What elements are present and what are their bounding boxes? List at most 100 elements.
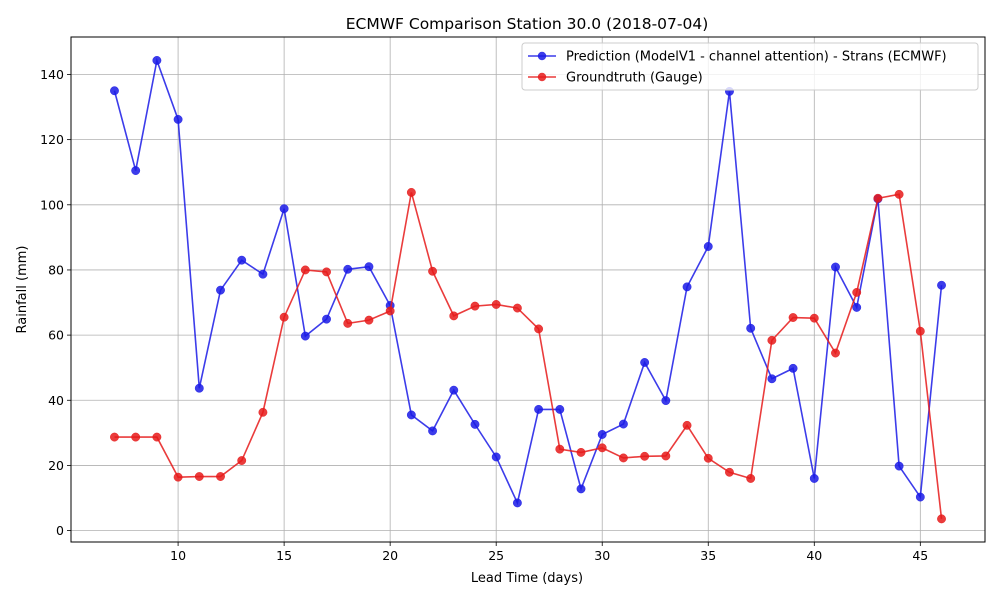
- data-point: [852, 302, 862, 312]
- data-point: [915, 492, 925, 502]
- data-point: [173, 114, 183, 124]
- data-point: [449, 385, 459, 395]
- x-tick-label: 35: [700, 548, 716, 563]
- data-point: [576, 484, 586, 494]
- series-layer: [110, 56, 946, 524]
- x-tick-label: 25: [488, 548, 504, 563]
- data-point: [428, 266, 438, 276]
- data-point: [915, 326, 925, 336]
- data-point: [618, 419, 628, 429]
- data-point: [491, 300, 501, 309]
- series-groundtruth: [110, 187, 946, 524]
- legend: Prediction (ModelV1 - channel attention)…: [521, 42, 979, 91]
- y-tick-label: 20: [48, 458, 64, 473]
- data-point: [809, 313, 819, 323]
- data-point: [746, 474, 756, 483]
- data-point: [428, 426, 438, 436]
- data-point: [576, 447, 586, 457]
- data-point: [406, 187, 416, 197]
- data-point: [110, 432, 119, 442]
- data-point: [364, 315, 374, 325]
- y-tick-label: 60: [48, 328, 64, 343]
- legend-marker-groundtruth: [537, 72, 547, 82]
- x-tick-label: 10: [170, 548, 186, 563]
- y-tick-label: 140: [40, 67, 64, 82]
- data-point: [131, 432, 141, 442]
- data-point: [470, 301, 480, 311]
- data-point: [703, 242, 713, 251]
- legend-label-groundtruth: Groundtruth (Gauge): [566, 71, 703, 86]
- y-axis-label: Rainfall (mm): [15, 246, 30, 334]
- data-point: [512, 498, 522, 508]
- data-point: [258, 407, 268, 417]
- y-tick-label: 40: [48, 393, 64, 408]
- y-tick-label: 100: [40, 197, 64, 212]
- data-point: [852, 287, 862, 297]
- data-point: [110, 86, 119, 96]
- y-axis-ticks: 0 20 40 60 80 100 120 140: [40, 67, 71, 538]
- x-tick-label: 45: [912, 548, 928, 563]
- data-point: [534, 404, 544, 414]
- x-tick-label: 40: [806, 548, 822, 563]
- data-point: [831, 348, 840, 358]
- data-point: [322, 267, 331, 277]
- data-point: [406, 410, 416, 420]
- data-point: [364, 262, 374, 272]
- data-point: [767, 374, 777, 384]
- x-tick-label: 30: [594, 548, 610, 563]
- x-tick-label: 15: [276, 548, 292, 563]
- data-point: [279, 312, 289, 322]
- data-point: [788, 363, 798, 373]
- data-point: [937, 280, 946, 290]
- data-point: [661, 396, 671, 406]
- data-point: [216, 285, 225, 295]
- data-point: [343, 264, 353, 274]
- data-point: [470, 419, 480, 429]
- data-point: [237, 456, 247, 465]
- data-point: [173, 472, 183, 482]
- data-point: [258, 269, 268, 279]
- series-prediction: [110, 56, 946, 508]
- data-point: [131, 166, 141, 176]
- data-point: [152, 56, 162, 65]
- data-point: [788, 313, 798, 322]
- legend-marker-prediction: [537, 51, 547, 61]
- data-point: [322, 314, 331, 324]
- data-point: [640, 358, 650, 367]
- data-point: [894, 461, 904, 471]
- data-point: [555, 444, 565, 454]
- data-point: [682, 282, 692, 292]
- data-point: [618, 453, 628, 463]
- data-point: [746, 323, 756, 333]
- plot-frame: [70, 36, 986, 543]
- data-point: [661, 451, 671, 461]
- data-point: [937, 514, 946, 524]
- data-point: [449, 311, 459, 321]
- y-tick-label: 120: [40, 132, 64, 147]
- data-point: [152, 432, 162, 442]
- y-tick-label: 80: [48, 262, 64, 277]
- data-point: [894, 189, 904, 199]
- data-point: [831, 262, 840, 272]
- y-tick-label: 0: [56, 523, 64, 538]
- data-point: [385, 306, 395, 316]
- x-axis-ticks: 10 15 20 25 30 35 40 45: [170, 542, 928, 563]
- data-point: [194, 472, 204, 481]
- data-point: [194, 383, 204, 393]
- data-point: [597, 430, 607, 439]
- data-point: [300, 331, 310, 341]
- series-line: [114, 192, 943, 519]
- legend-box: [521, 42, 979, 91]
- data-point: [555, 404, 565, 414]
- data-point: [725, 467, 734, 477]
- data-point: [300, 265, 310, 275]
- data-point: [597, 443, 607, 453]
- data-point: [237, 255, 247, 265]
- x-axis-label: Lead Time (days): [471, 571, 583, 586]
- data-point: [216, 472, 225, 481]
- legend-label-prediction: Prediction (ModelV1 - channel attention)…: [566, 50, 947, 65]
- data-point: [873, 193, 883, 203]
- data-point: [534, 324, 544, 334]
